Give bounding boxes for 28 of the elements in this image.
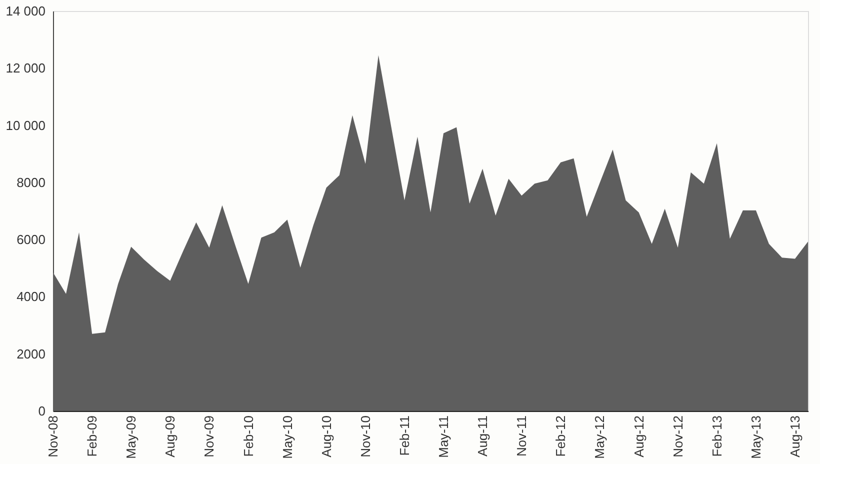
- x-tick-label: Aug-11: [475, 416, 490, 456]
- y-tick-label: 2000: [16, 346, 46, 362]
- x-tick-label: Nov-10: [358, 416, 373, 458]
- x-tick-label: May-09: [124, 416, 139, 459]
- x-tick-label: Aug-12: [631, 416, 646, 458]
- x-tick-label: May-10: [280, 416, 295, 459]
- x-tick-label: Nov-11: [514, 416, 530, 456]
- x-tick-label: May-13: [748, 416, 764, 459]
- x-tick-label: May-11: [436, 416, 452, 458]
- y-tick-label: 14 000: [6, 4, 46, 18]
- x-tick-label: Nov-12: [670, 416, 686, 458]
- x-tick-label: Feb-10: [240, 416, 256, 457]
- y-tick-label: 8000: [16, 174, 46, 190]
- x-tick-label: Aug-10: [318, 416, 334, 458]
- x-tick-label: Feb-12: [553, 416, 568, 457]
- x-tick-label: Feb-11: [396, 416, 412, 456]
- y-tick-label: 10 000: [6, 118, 46, 133]
- x-tick-label: Nov-09: [202, 416, 217, 458]
- y-tick-label: 4000: [16, 289, 46, 304]
- x-tick-label: Feb-09: [84, 416, 100, 457]
- y-tick-label: 0: [38, 404, 46, 418]
- y-tick-label: 6000: [16, 232, 46, 248]
- x-tick-label: May-12: [592, 416, 608, 459]
- x-tick-label: Nov-08: [46, 416, 60, 458]
- y-tick-label: 12 000: [6, 60, 46, 76]
- x-tick-label: Aug-09: [162, 416, 178, 458]
- x-tick-label: Feb-13: [709, 416, 724, 457]
- x-tick-label: Aug-13: [787, 416, 802, 458]
